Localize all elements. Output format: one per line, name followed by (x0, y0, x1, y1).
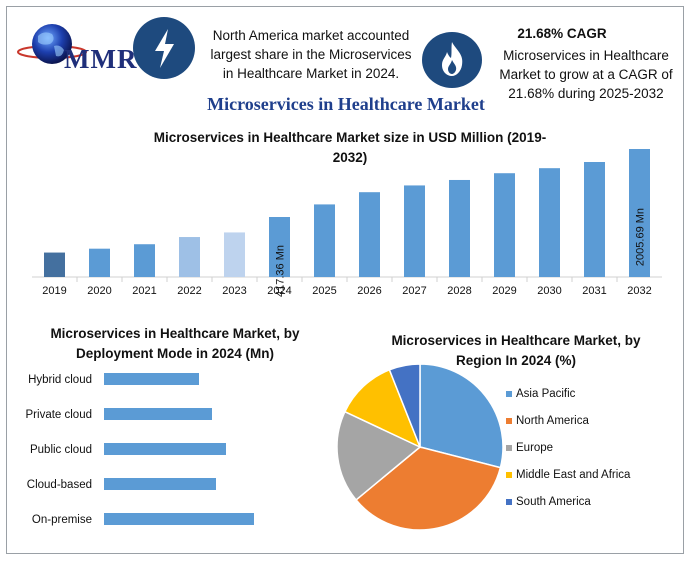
pie-slice-europe (336, 410, 422, 501)
legend-swatch (506, 445, 512, 451)
pie-slice-asia-pacific (419, 363, 504, 469)
lightning-icon (133, 17, 195, 79)
bar-2025 (314, 204, 335, 277)
bar-2022 (179, 237, 200, 277)
bar-2021 (134, 244, 155, 277)
bar-2023 (224, 232, 245, 277)
x-tick-label: 2028 (447, 285, 471, 297)
legend-label: Asia Pacific (516, 388, 576, 400)
x-tick-label: 2029 (492, 285, 516, 297)
bar-chart-title: Microservices in Healthcare Market size … (153, 130, 547, 165)
x-tick-label: 2030 (537, 285, 561, 297)
bar-2031 (584, 162, 605, 277)
legend-item-europe: Europe (506, 440, 630, 467)
x-tick-label: 2022 (177, 285, 201, 297)
pie-legend: Asia Pacific North America Europe Middle… (506, 386, 630, 521)
globe-logo-icon (17, 24, 87, 64)
x-tick-label: 2019 (42, 285, 66, 297)
bar-2020 (89, 248, 110, 277)
x-tick-label: 2021 (132, 285, 156, 297)
deployment-label: Hybrid cloud (28, 374, 92, 386)
bar-2026 (359, 192, 380, 277)
deployment-bar (104, 373, 199, 385)
main-title: Microservices in Healthcare Market (207, 94, 485, 114)
deployment-bar (104, 478, 216, 490)
legend-item-south-america: South America (506, 494, 630, 521)
x-tick-label: 2020 (87, 285, 111, 297)
x-tick-label: 2027 (402, 285, 426, 297)
data-label-2024: 417.36 Mn (275, 245, 287, 297)
legend-swatch (506, 391, 512, 397)
deployment-label: On-premise (32, 514, 92, 526)
deployment-bar (104, 513, 254, 525)
legend-swatch (506, 472, 512, 478)
deployment-bar (104, 443, 226, 455)
flame-icon (422, 32, 482, 88)
deployment-mode-bar-chart: Hybrid cloud Private cloud Public cloud Clo… (26, 373, 254, 526)
bar-2027 (404, 185, 425, 277)
bar-2028 (449, 179, 470, 277)
logo-text: MMR (64, 44, 138, 74)
region-chart-title: Microservices in Healthcare Market, by R… (391, 333, 641, 368)
legend-label: North America (516, 415, 589, 427)
deployment-label: Private cloud (26, 409, 92, 421)
legend-label: Europe (516, 442, 554, 454)
mmr-logo: MMR (14, 20, 138, 76)
cagr-heading: 21.68% CAGR (517, 26, 607, 41)
x-tick-label: 2025 (312, 285, 336, 297)
x-tick-label: 2031 (582, 285, 606, 297)
legend-item-north-america: North America (506, 413, 630, 440)
legend-item-middle-east-africa: Middle East and Africa (506, 467, 630, 494)
deployment-chart-title: Microservices in Healthcare Market, by D… (50, 326, 300, 361)
data-label-2032: 2005.69 Mn (635, 208, 647, 266)
legend-swatch (506, 418, 512, 424)
stat-cagr-text: Microservices in Healthcare Market to gr… (499, 48, 673, 101)
legend-item-asia-pacific: Asia Pacific (506, 386, 630, 413)
deployment-bar (104, 408, 212, 420)
x-tick-label: 2026 (357, 285, 381, 297)
deployment-label: Cloud-based (27, 479, 92, 491)
pie-slice-north-america (354, 446, 502, 531)
bar-2029 (494, 173, 515, 277)
legend-label: Middle East and Africa (516, 469, 631, 481)
pie-slice-middle-east-and-africa (343, 368, 422, 449)
stat-north-america-text: North America market accounted largest s… (210, 28, 412, 81)
legend-label: South America (516, 496, 591, 508)
bar-2032 (629, 149, 650, 277)
region-pie-chart (336, 363, 504, 531)
bar-2024 (269, 217, 290, 277)
x-tick-label: 2023 (222, 285, 246, 297)
x-tick-label: 2024 (267, 285, 291, 297)
x-tick-label: 2032 (627, 285, 651, 297)
bar-2030 (539, 168, 560, 277)
deployment-label: Public cloud (30, 444, 92, 456)
pie-slice-south-america (388, 363, 421, 448)
legend-swatch (506, 499, 512, 505)
bar-2019 (44, 252, 65, 277)
